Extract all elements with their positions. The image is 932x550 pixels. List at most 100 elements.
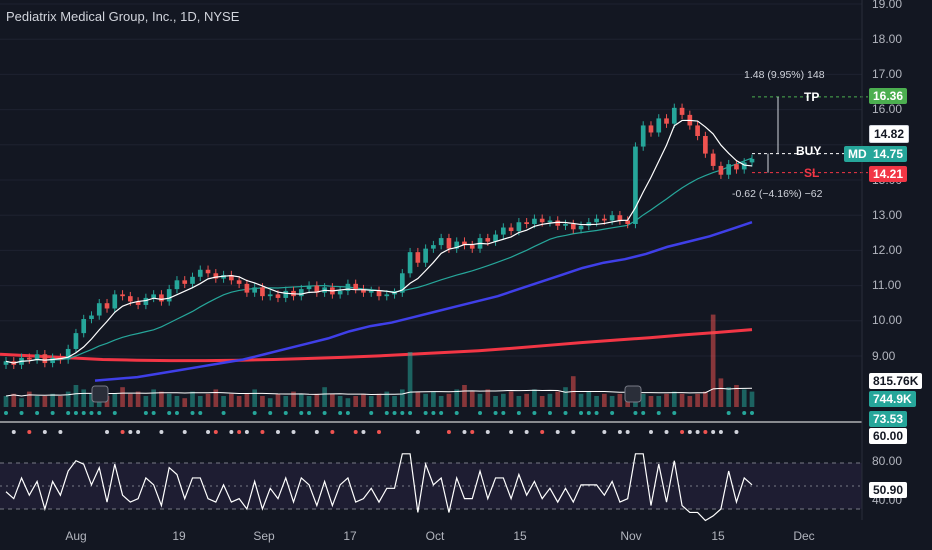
volume-bar	[221, 396, 226, 407]
candle	[174, 280, 180, 290]
indicator-dot	[555, 430, 560, 434]
candle	[563, 224, 568, 226]
candle	[524, 222, 529, 224]
indicator-dot	[547, 411, 552, 415]
indicator-dot	[128, 430, 133, 434]
indicator-dot	[136, 430, 141, 434]
volume-bar	[314, 393, 320, 407]
candle	[679, 107, 685, 115]
indicator-dot	[27, 430, 32, 434]
volume-bar	[291, 391, 296, 407]
volume-bar	[671, 391, 677, 407]
candle	[734, 164, 739, 170]
volume-bar	[524, 393, 529, 407]
indicator-dot	[516, 411, 521, 415]
indicator-dot	[221, 411, 226, 415]
volume-bar	[438, 396, 444, 407]
indicator-dot	[392, 411, 397, 415]
volume-bar	[718, 378, 724, 407]
sma-red-line	[0, 328, 753, 363]
volume-bar	[143, 396, 149, 407]
volume-bar	[159, 391, 164, 407]
buy-price-tag: 14.75	[869, 146, 908, 162]
indicator-dot	[268, 411, 273, 415]
indicator-dot	[579, 411, 584, 415]
volume-bar	[236, 396, 242, 407]
candle	[345, 283, 351, 291]
candle	[353, 283, 359, 290]
indicator-dot	[11, 430, 16, 434]
indicator-dot	[540, 430, 545, 434]
indicator-dot	[594, 411, 599, 415]
volume-bar	[50, 393, 55, 407]
candle	[594, 218, 599, 223]
volume-bar	[734, 385, 739, 407]
candle	[182, 280, 188, 284]
x-tick-label: 15	[711, 529, 725, 543]
volume-bar	[555, 391, 561, 407]
candle	[602, 218, 607, 221]
volume-bar	[330, 393, 335, 407]
candle	[135, 301, 141, 305]
candle	[671, 107, 677, 124]
volume-bar	[267, 398, 273, 407]
indicator-dot	[586, 411, 591, 415]
volume-bar	[407, 352, 413, 407]
indicator-dot	[42, 430, 47, 434]
volume-bar	[469, 391, 475, 407]
indicator-dot	[431, 411, 436, 415]
earnings-marker	[624, 385, 642, 403]
indicator-dot	[648, 430, 653, 434]
candle	[73, 333, 79, 349]
volume-bar	[65, 391, 71, 407]
x-tick-label: Nov	[620, 529, 642, 543]
volume-bar	[112, 393, 118, 407]
sma-fast-line	[5, 119, 753, 364]
candle	[34, 354, 40, 360]
candle	[96, 303, 102, 316]
volume-bar	[151, 389, 156, 407]
indicator-dot	[229, 430, 234, 434]
profit-annotation: 1.48 (9.95%) 148	[744, 69, 825, 81]
volume-bar	[508, 391, 514, 407]
volume-bar	[664, 393, 669, 407]
candle	[112, 294, 118, 309]
candle	[570, 224, 576, 230]
candle	[493, 234, 498, 242]
indicator-dot	[726, 411, 731, 415]
volume-bar	[578, 393, 584, 407]
volume-bar	[462, 385, 467, 407]
indicator-dot	[377, 430, 381, 434]
volume-bar	[229, 393, 234, 407]
indicator-dot	[291, 430, 296, 434]
candle	[81, 319, 87, 334]
indicator-dot	[478, 411, 483, 415]
indicator-dot	[656, 411, 661, 415]
candle	[578, 225, 584, 230]
candle	[485, 238, 491, 242]
volume-bar	[260, 396, 265, 407]
volume-bar	[42, 396, 48, 407]
sl-label: SL	[804, 166, 820, 180]
indicator-dot	[213, 430, 218, 434]
volume-bar	[679, 393, 685, 407]
volume-bar	[493, 396, 498, 407]
y-tick-label: 19.00	[872, 0, 903, 11]
indicator-dot	[415, 430, 420, 434]
candle	[89, 315, 94, 320]
volume-bar	[3, 396, 9, 407]
indicator-dot	[617, 430, 622, 434]
indicator-dot	[641, 411, 646, 415]
candle	[267, 294, 273, 297]
indicator-dot	[167, 411, 172, 415]
indicator-dot	[742, 411, 747, 415]
volume-bar	[306, 396, 312, 407]
indicator-dot	[680, 430, 685, 434]
volume-bar	[337, 396, 343, 407]
volume-bar	[741, 389, 747, 407]
high-price-tag: 14.82	[869, 125, 910, 143]
candle	[50, 357, 55, 364]
indicator-dot	[89, 411, 94, 415]
y-tick-label: 17.00	[872, 67, 903, 81]
